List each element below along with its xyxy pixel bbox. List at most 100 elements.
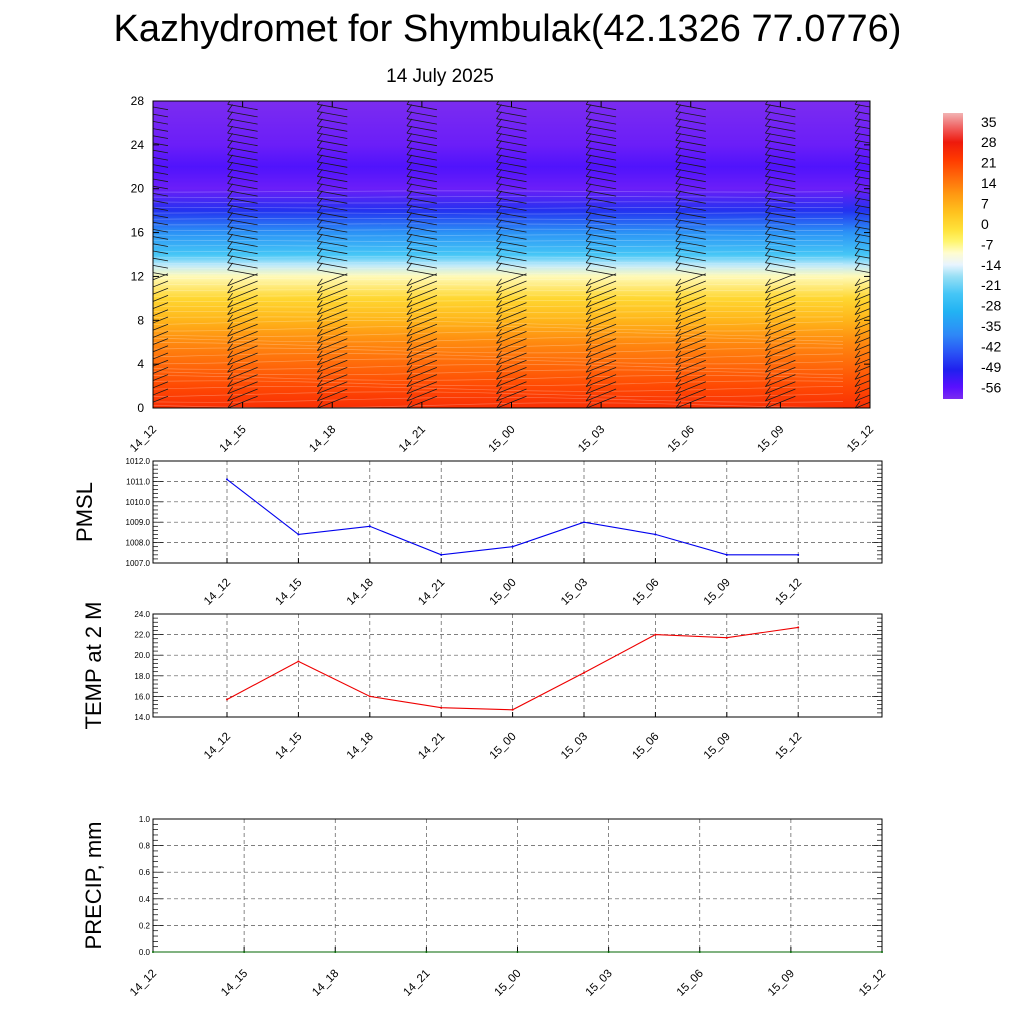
isotherm-line — [153, 358, 844, 365]
wind-barb — [675, 273, 706, 287]
wind-barb — [227, 125, 258, 132]
wind-barb-flag — [227, 176, 233, 184]
wind-barb-flag — [765, 118, 771, 127]
wind-barb — [675, 295, 706, 308]
wind-barb — [496, 211, 527, 219]
wind-barb — [153, 272, 169, 276]
wind-barb — [153, 185, 169, 190]
wind-barb — [675, 219, 706, 226]
wind-barb — [317, 197, 348, 204]
temp-point — [654, 633, 657, 636]
wind-barb-flag — [496, 212, 502, 220]
wind-barb — [854, 125, 870, 130]
wind-barb — [227, 316, 258, 330]
wind-barb — [854, 300, 870, 308]
wind-barb-flag — [316, 386, 323, 395]
wind-barb-flag — [854, 140, 861, 148]
wind-barb-flag — [854, 111, 861, 119]
wind-barb — [153, 359, 169, 367]
wind-barb-flag — [854, 357, 861, 366]
wind-barb — [406, 125, 437, 132]
wind-barb — [406, 233, 437, 240]
wind-barb — [406, 247, 437, 255]
wind-barb-flag — [765, 278, 771, 287]
wind-barb-flag — [406, 307, 413, 315]
wind-barb-flag — [406, 133, 413, 141]
wind-barb-flag — [316, 140, 323, 148]
wind-barb — [765, 309, 796, 323]
wind-barb — [317, 269, 348, 276]
wind-barb — [854, 211, 870, 216]
wind-barb — [675, 331, 706, 344]
wind-barb-flag — [406, 321, 413, 330]
wind-barb-flag — [585, 101, 589, 105]
wind-barb — [854, 240, 870, 245]
wind-barb — [153, 171, 169, 175]
wind-barb — [765, 367, 796, 380]
wind-barb — [675, 240, 706, 247]
wind-barb — [227, 302, 258, 315]
colorbar-label: 7 — [981, 195, 989, 211]
wind-barb-flag — [765, 336, 771, 344]
pmsl-point — [297, 533, 300, 536]
wind-barb — [496, 269, 527, 276]
wind-barb — [585, 302, 617, 315]
isotherm-line — [153, 195, 843, 198]
wind-barb — [675, 125, 706, 132]
wind-barb — [317, 139, 348, 147]
wind-barb — [406, 359, 438, 373]
wind-barb — [406, 190, 437, 197]
wind-barb-flag — [406, 233, 413, 242]
wind-barb — [675, 190, 706, 197]
wind-barb-flag — [675, 111, 682, 119]
wind-barb — [854, 118, 870, 122]
wind-barb-flag — [585, 241, 592, 249]
wind-barb-flag — [854, 197, 861, 206]
isotherm-line — [153, 278, 844, 281]
wind-barb-flag — [406, 328, 413, 337]
wind-barb-flag — [765, 400, 771, 408]
wind-barb — [227, 132, 258, 139]
wind-barb-flag — [765, 364, 771, 373]
wind-barb-flag — [854, 233, 861, 242]
wind-barb — [586, 262, 617, 269]
wind-barb — [854, 233, 870, 238]
wind-barb-flag — [496, 393, 502, 402]
isotherm-line — [153, 342, 844, 348]
wind-barb-flag — [316, 241, 323, 249]
isotherm-line — [153, 385, 844, 392]
wind-barb — [406, 147, 437, 154]
wind-barb — [153, 243, 169, 247]
wind-barb — [227, 255, 258, 262]
wind-barb — [227, 168, 258, 175]
wind-barb — [496, 388, 527, 402]
wind-barb-flag — [496, 364, 502, 373]
wind-barb-flag — [316, 169, 323, 177]
wind-barb-flag — [765, 328, 771, 337]
wind-barb — [496, 175, 527, 183]
wind-barb-flag — [585, 364, 592, 373]
wind-barb — [317, 240, 348, 247]
wind-barb-flag — [406, 386, 413, 395]
wind-barb — [496, 323, 527, 337]
wind-barb — [854, 372, 870, 380]
wind-barb-flag — [316, 307, 323, 315]
wind-barb — [765, 287, 796, 301]
wind-barb — [585, 381, 617, 395]
wind-barb-flag — [854, 154, 861, 163]
wind-barb-flag — [765, 248, 771, 256]
wind-barb-flag — [406, 154, 413, 163]
wind-barb — [765, 316, 796, 330]
wind-barb-flag — [316, 183, 323, 191]
pmsl-frame — [152, 460, 883, 564]
y-tick-label: 20 — [131, 182, 145, 196]
wind-barb-flag — [227, 183, 233, 191]
wind-barb — [675, 197, 706, 204]
wind-barb — [496, 280, 527, 294]
wind-barb — [675, 132, 706, 139]
wind-barb-flag — [227, 118, 233, 127]
wind-barb — [854, 204, 870, 209]
wind-barb-flag — [675, 336, 682, 344]
wind-barb-flag — [854, 321, 861, 330]
wind-barb-flag — [496, 205, 502, 213]
